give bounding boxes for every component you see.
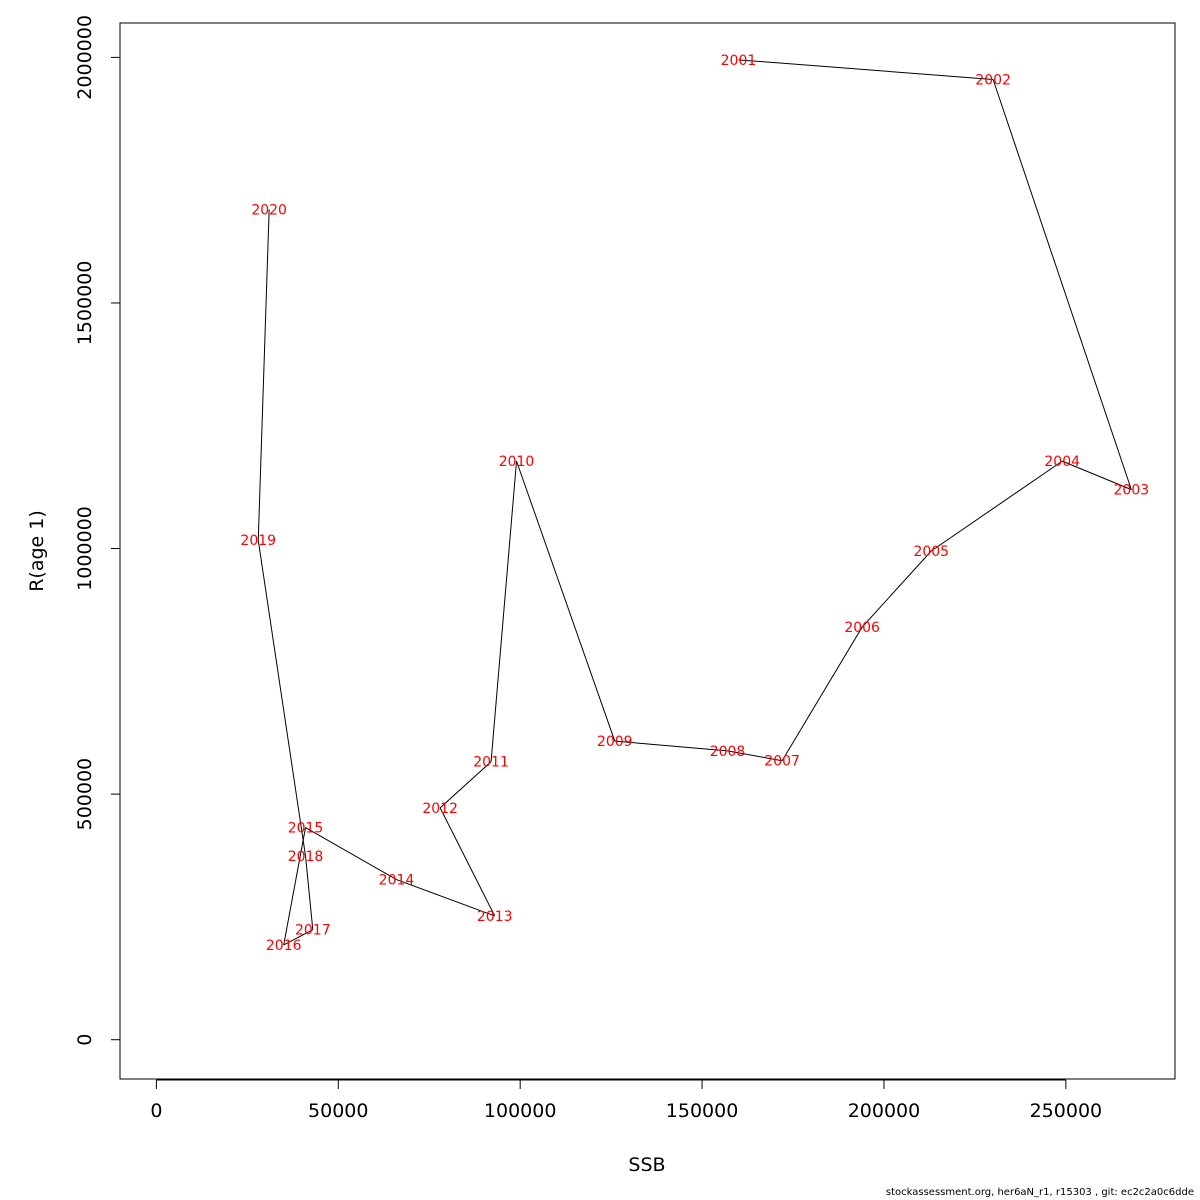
x-tick-label: 0 <box>150 1100 162 1122</box>
point-label: 2001 <box>721 53 757 69</box>
point-label: 2016 <box>266 938 302 954</box>
x-tick-label: 100000 <box>484 1100 557 1122</box>
y-axis-title: R(age 1) <box>26 510 48 592</box>
plot-frame <box>119 22 1176 1080</box>
point-label: 2004 <box>1044 454 1080 470</box>
series-segment <box>930 460 1063 552</box>
series-segment <box>738 59 994 80</box>
y-axis: 0 500000 1000000 1500000 2000000 <box>74 15 121 1046</box>
series-segment <box>727 750 783 762</box>
point-label: 2018 <box>288 849 324 865</box>
series-segment <box>396 879 495 917</box>
point-labels: 2001 2002 2003 2004 2005 2006 2007 2008 2009 2010… <box>240 53 1149 954</box>
point-label: 2003 <box>1114 483 1150 499</box>
y-tick-label: 0 <box>74 1034 96 1046</box>
x-tick-label: 200000 <box>848 1100 921 1122</box>
point-label: 2013 <box>477 909 513 925</box>
point-label: 2002 <box>975 72 1011 88</box>
series-segment <box>283 929 314 946</box>
series-segment <box>992 79 1132 490</box>
series-segment <box>283 827 307 946</box>
x-tick-label: 250000 <box>1030 1100 1103 1122</box>
point-label: 2006 <box>844 620 880 636</box>
series-segment <box>1062 460 1132 491</box>
point-label: 2014 <box>379 873 415 889</box>
x-tick-label: 50000 <box>308 1100 368 1122</box>
series-segment <box>257 209 270 541</box>
series-segment <box>614 740 728 752</box>
y-tick-label: 1000000 <box>74 506 96 591</box>
series-path <box>257 59 1132 946</box>
point-label: 2019 <box>240 533 276 549</box>
point-label: 2005 <box>913 544 949 560</box>
x-tick-label: 150000 <box>666 1100 739 1122</box>
series-segment <box>305 827 397 881</box>
point-label: 2007 <box>764 754 800 770</box>
series-segment <box>439 761 492 809</box>
series-segment <box>781 626 863 761</box>
y-tick-label: 500000 <box>74 758 96 831</box>
point-label: 2009 <box>597 734 633 750</box>
series-segment <box>257 540 307 857</box>
series-segment <box>490 461 518 762</box>
point-label: 2017 <box>295 923 331 939</box>
series-segment <box>439 807 496 917</box>
x-axis: 0 50000 100000 150000 200000 250000 <box>150 1079 1103 1122</box>
footer-credit: stockassessment.org, her6aN_r1, r15303 ,… <box>885 1187 1194 1198</box>
point-label: 2008 <box>710 744 746 760</box>
point-label: 2012 <box>422 801 458 817</box>
point-label: 2015 <box>288 821 324 837</box>
series-segment <box>305 855 314 930</box>
y-tick-label: 2000000 <box>74 15 96 100</box>
series-segment <box>516 460 616 742</box>
y-tick-label: 1500000 <box>74 261 96 346</box>
point-label: 2020 <box>251 203 287 219</box>
x-axis-title: SSB <box>628 1154 665 1176</box>
point-label: 2011 <box>473 755 509 771</box>
point-label: 2010 <box>499 454 535 470</box>
series-segment <box>861 550 932 628</box>
